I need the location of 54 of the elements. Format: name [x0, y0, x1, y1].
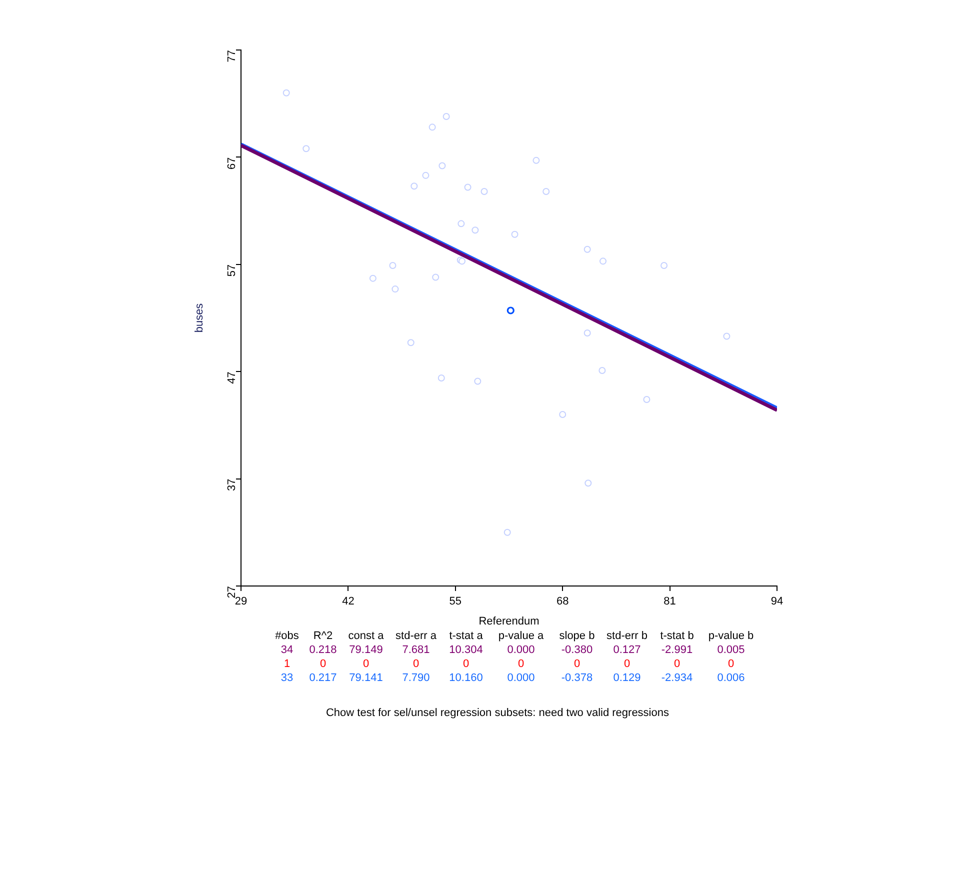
text: std-err a	[394, 630, 438, 642]
y-tick-label: 57	[226, 264, 238, 277]
text: 0.000	[506, 644, 536, 656]
text: 0	[412, 658, 420, 670]
text: 10.304	[448, 644, 484, 656]
text: 7.681	[401, 644, 431, 656]
text: -2.991	[660, 644, 694, 656]
text: 0	[726, 658, 736, 670]
x-tick-label: 42	[342, 596, 354, 608]
text: const a	[347, 630, 385, 642]
y-tick-label: 67	[226, 157, 238, 170]
text: 0	[622, 658, 632, 670]
y-tick-label: 47	[226, 372, 238, 384]
text: 0.005	[716, 644, 746, 656]
text: 0	[462, 658, 470, 670]
text: 0	[362, 658, 370, 670]
text: p-value a	[497, 630, 545, 642]
text: std-err b	[606, 630, 648, 642]
text: 79.141	[348, 672, 384, 684]
x-tick-label: 94	[770, 596, 784, 608]
text: 0	[318, 658, 328, 670]
y-tick-label: 77	[226, 50, 238, 62]
text: #obs	[274, 630, 300, 642]
text: 0.217	[308, 672, 338, 684]
text: 0	[672, 658, 682, 670]
text: 33	[280, 672, 294, 684]
text: 0.006	[716, 672, 746, 684]
text: 0.127	[612, 644, 642, 656]
x-axis-title: Referendum	[478, 615, 540, 628]
text: Chow test for sel/unsel regression subsets: need two valid regressions	[324, 707, 670, 719]
x-tick-label: 29	[234, 596, 248, 608]
text: 0.000	[506, 672, 536, 684]
text: -0.378	[560, 672, 594, 684]
text: t-stat a	[448, 630, 484, 642]
text: slope b	[558, 630, 596, 642]
text: -0.380	[560, 644, 594, 656]
text: 0	[516, 658, 526, 670]
text: 0.218	[308, 644, 338, 656]
text: 0	[572, 658, 582, 670]
text: 10.160	[448, 672, 484, 684]
y-axis-title: buses	[194, 302, 206, 333]
x-tick-label: 81	[664, 596, 676, 608]
text: -2.934	[660, 672, 694, 684]
x-tick-label: 68	[556, 596, 569, 608]
text: 79.149	[348, 644, 384, 656]
text: 0.129	[612, 672, 642, 684]
text: 7.790	[401, 672, 431, 684]
text: t-stat b	[659, 630, 695, 642]
text: 1	[282, 658, 292, 670]
y-tick-label: 37	[226, 478, 238, 492]
text: R^2	[312, 630, 334, 642]
x-tick-label: 55	[449, 596, 462, 608]
text: p-value b	[707, 630, 755, 642]
text: 34	[280, 644, 294, 656]
